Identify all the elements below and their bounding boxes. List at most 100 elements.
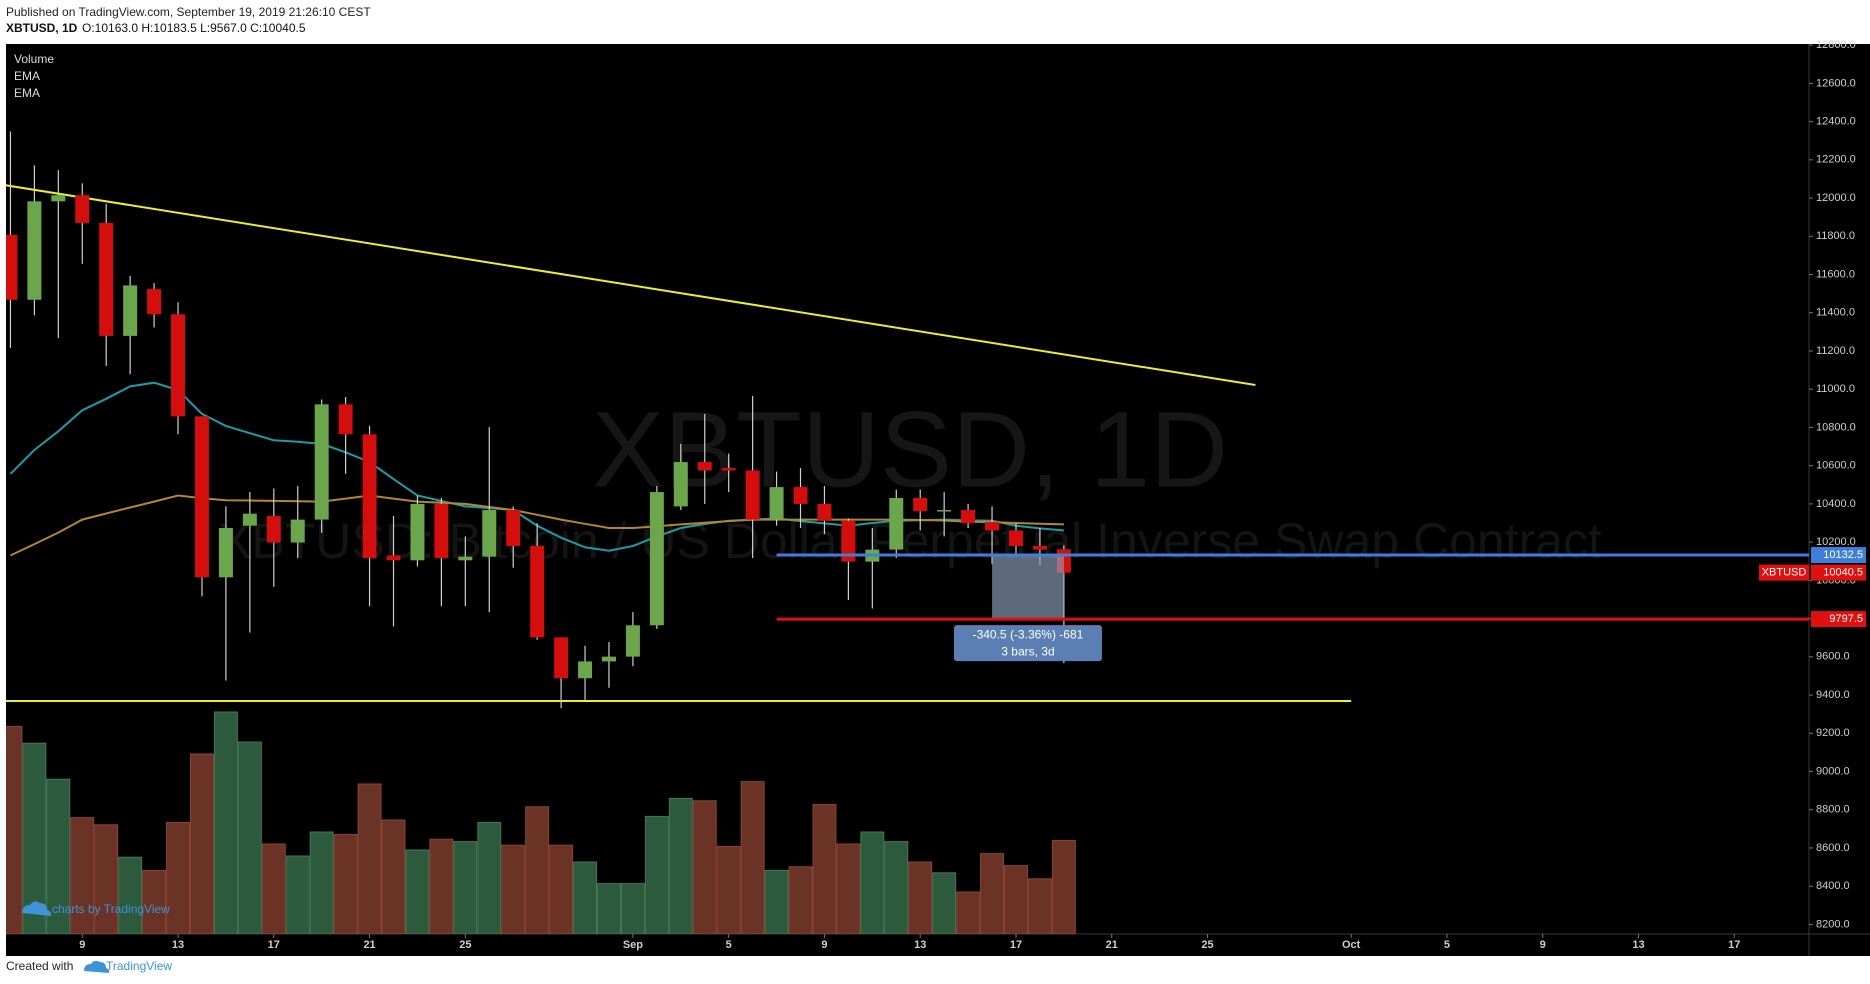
candle-body (793, 487, 808, 504)
footer-logo (84, 960, 110, 973)
volume-bar (190, 753, 214, 934)
candle-body (147, 289, 162, 315)
volume-bar (357, 783, 382, 934)
candle-body (434, 503, 449, 559)
candle-body (985, 522, 1000, 531)
candle-body (458, 556, 473, 561)
symbol-text: XBTUSD, 1D (6, 21, 78, 35)
volume-bar (70, 817, 95, 934)
volume-bar (381, 819, 406, 934)
candle-body (578, 661, 593, 679)
y-tick-label: 8600.0 (1816, 842, 1850, 854)
x-tick-label: 9 (821, 939, 827, 951)
y-tick-label: 10400.0 (1816, 498, 1856, 510)
x-tick-label: 9 (1540, 939, 1546, 951)
y-tick-label: 11600.0 (1816, 268, 1855, 280)
candle-body (290, 519, 305, 543)
overlay: charts by TradingView 8200.0 8400.0 8600.0… (14, 39, 1866, 951)
volume-bar (549, 844, 574, 934)
volume-bar (668, 797, 693, 934)
candle-body (338, 404, 353, 435)
candle-body (649, 492, 664, 626)
x-tick-label: 25 (1201, 939, 1213, 951)
candle-body (697, 462, 712, 471)
watermark-subtitle: XBTUSD: Bitcoin / US Dollar Perpetual In… (218, 513, 1602, 569)
candle-body (218, 527, 233, 578)
candle-body (314, 404, 329, 520)
volume-bar (860, 831, 885, 934)
y-tick-label: 9400.0 (1816, 689, 1850, 701)
badge-logo (22, 901, 52, 916)
y-tick-label: 10800.0 (1816, 421, 1856, 433)
volume-bar (46, 778, 71, 934)
volume-bar (213, 711, 238, 934)
volume-bar (1051, 839, 1076, 934)
x-tick-label: 17 (268, 939, 280, 951)
measure-label: 3 bars, 3d (1001, 644, 1054, 658)
x-tick-label: 9 (79, 939, 85, 951)
candle-body (937, 510, 952, 512)
volume-bar (980, 853, 1005, 934)
y-tick-label: 12600.0 (1816, 77, 1856, 89)
published-text: Published on TradingView.com, September … (6, 5, 371, 19)
candle-body (99, 222, 114, 336)
y-tick-label: 11800.0 (1816, 230, 1855, 242)
x-tick-label: 13 (1632, 939, 1644, 951)
candle-body (1008, 530, 1023, 546)
last-price-name-box (1759, 564, 1809, 581)
x-tick-label: 25 (459, 939, 471, 951)
volume-bar (836, 843, 861, 934)
volume-bar (501, 844, 526, 934)
volume-bar (573, 861, 598, 934)
candle-body (769, 487, 784, 520)
volume-bar (333, 833, 358, 934)
volume-bar (644, 815, 669, 934)
candle-body (1032, 545, 1047, 550)
y-tick-label: 11400.0 (1816, 307, 1855, 319)
candle-body (482, 510, 497, 557)
candle-body (171, 314, 186, 417)
volume-bar (908, 861, 933, 934)
volume-bar (285, 855, 310, 934)
volume-bar (597, 883, 621, 934)
x-tick-label: 5 (726, 939, 732, 951)
volume-bar (477, 821, 502, 934)
candle-body (817, 503, 832, 521)
measure-box (992, 553, 1064, 620)
legend-entry: EMA (14, 69, 40, 83)
volume-bar (692, 800, 717, 934)
candle-body (266, 515, 281, 543)
badge-text: charts by TradingView (52, 902, 170, 916)
x-tick-label: 13 (172, 939, 184, 951)
candle-body (889, 497, 904, 550)
footer-brand: TradingView (106, 959, 172, 973)
y-tick-label: 12000.0 (1816, 192, 1856, 204)
candle-body (51, 195, 66, 202)
candle-body (194, 416, 209, 578)
volume-bar (118, 856, 143, 934)
volume-bar (884, 841, 909, 934)
legend-entry: Volume (14, 52, 54, 66)
candle-body (530, 545, 545, 638)
x-tick-label: 5 (1444, 939, 1450, 951)
y-tick-label: 12400.0 (1816, 116, 1856, 128)
candle-body (242, 513, 257, 526)
y-tick-label: 9600.0 (1816, 651, 1850, 663)
volume-bar (94, 824, 119, 934)
volume-bar (956, 891, 981, 934)
candle-body (961, 510, 976, 524)
y-tick-label: 9000.0 (1816, 765, 1850, 777)
candle-body (625, 625, 640, 657)
candle-body (745, 470, 760, 520)
last-price-marker (1811, 564, 1866, 581)
y-tick-label: 11200.0 (1816, 345, 1855, 357)
candle-body (841, 520, 856, 562)
y-tick-label: 12800.0 (1816, 39, 1856, 51)
price-label: 10132.5 (1823, 549, 1863, 561)
legend-entry: EMA (14, 86, 40, 100)
volume-bar (740, 781, 765, 934)
volume-bar (405, 849, 430, 934)
candle-body (506, 510, 521, 546)
candle-body (913, 497, 928, 512)
